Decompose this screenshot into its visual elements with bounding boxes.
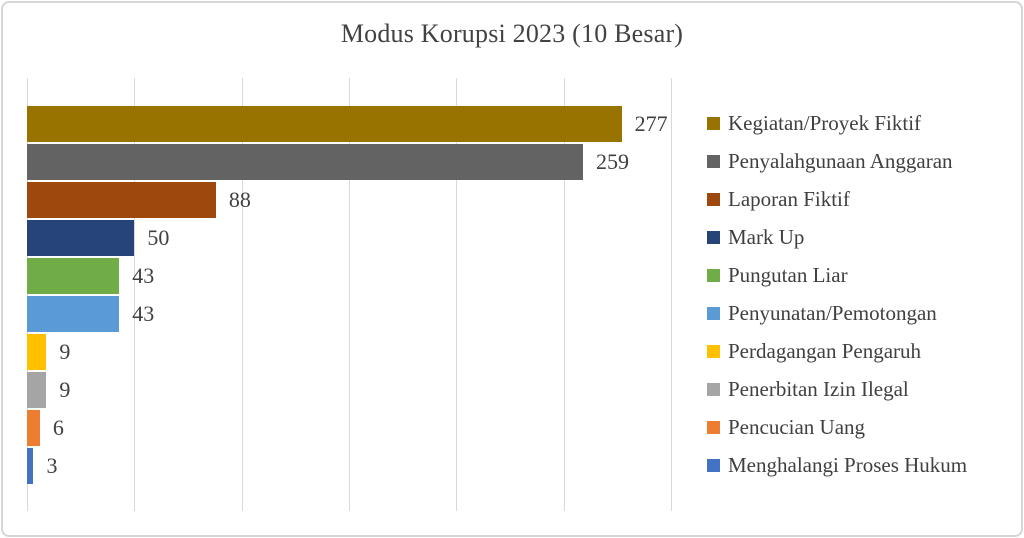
legend-item: Penerbitan Izin Ilegal [707,370,967,408]
legend-swatch-icon [707,382,720,396]
legend-label: Perdagangan Pengaruh [728,338,922,363]
legend-swatch-icon [707,268,720,282]
legend-label: Kegiatan/Proyek Fiktif [728,110,922,135]
bar [27,372,47,408]
bar-value-label: 43 [132,263,155,288]
bar-value-label: 3 [46,453,58,478]
bar [27,296,120,332]
bar-value-label: 43 [132,301,155,326]
bar-value-label: 88 [228,187,251,212]
legend-label: Mark Up [728,224,805,249]
bar [27,182,216,218]
legend-swatch-icon [707,420,720,434]
legend-label: Menghalangi Proses Hukum [728,452,968,477]
legend-item: Perdagangan Pengaruh [707,332,967,370]
bar-row: 6 [27,409,678,447]
gridline [134,78,136,511]
legend-swatch-icon [707,154,720,168]
legend-label: Penyalahgunaan Anggaran [728,148,953,173]
gridline [563,78,565,511]
legend-swatch-icon [707,116,720,130]
gridline [349,78,350,511]
bar-row: 43 [27,295,678,333]
bar [27,410,40,446]
gridline [241,78,243,511]
legend-label: Penyunatan/Pemotongan [728,300,937,325]
bar-value-label: 277 [634,111,668,136]
legend-item: Penyalahgunaan Anggaran [707,142,967,180]
legend-swatch-icon [707,306,720,320]
legend-item: Penyunatan/Pemotongan [707,294,967,332]
bar-value-label: 259 [595,149,629,174]
legend-item: Pungutan Liar [707,256,967,294]
legend-swatch-icon [707,344,720,358]
bar-row: 3 [27,447,678,485]
bars-container: 277 259 88 50 43 43 9 9 6 3 [27,105,678,485]
bar-value-label: 50 [147,225,170,250]
legend-swatch-icon [707,192,720,206]
gridline [671,78,672,511]
bar [27,334,47,370]
bar-row: 9 [27,371,678,409]
bar-row: 50 [27,219,678,257]
legend-item: Kegiatan/Proyek Fiktif [707,104,967,142]
bar-row: 277 [27,105,678,143]
legend-label: Penerbitan Izin Ilegal [728,376,909,401]
legend-swatch-icon [707,458,720,472]
bar-value-label: 6 [52,415,64,440]
gridline [456,78,458,511]
chart-title: Modus Korupsi 2023 (10 Besar) [340,19,684,48]
gridline [27,78,28,511]
legend-item: Mark Up [707,218,967,256]
bar [27,448,34,484]
plot-area: 277 259 88 50 43 43 9 9 6 3 [27,78,678,511]
legend-item: Menghalangi Proses Hukum [707,446,967,484]
bar-row: 259 [27,143,678,181]
bar-row: 43 [27,257,678,295]
legend-swatch-icon [707,230,720,244]
legend-label: Laporan Fiktif [728,186,850,211]
legend-label: Pencucian Uang [728,414,866,439]
bar-row: 88 [27,181,678,219]
legend-item: Laporan Fiktif [707,180,967,218]
bar [27,106,622,142]
bar-row: 9 [27,333,678,371]
bar-value-label: 9 [59,377,71,402]
bar [27,220,135,256]
bar [27,144,583,180]
bar-value-label: 9 [59,339,71,364]
legend-label: Pungutan Liar [728,262,848,287]
legend-item: Pencucian Uang [707,408,967,446]
bar [27,258,120,294]
legend: Kegiatan/Proyek Fiktif Penyalahgunaan Ang… [707,104,967,484]
